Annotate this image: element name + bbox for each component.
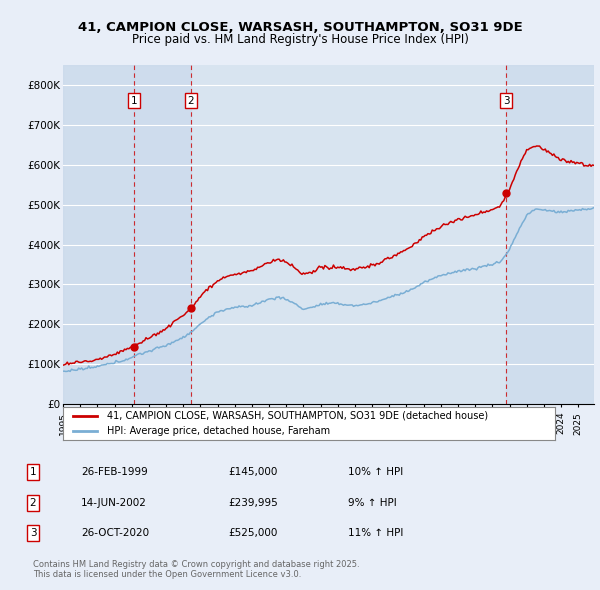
Text: 2: 2 xyxy=(29,498,37,507)
Text: Price paid vs. HM Land Registry's House Price Index (HPI): Price paid vs. HM Land Registry's House … xyxy=(131,33,469,46)
Text: 10% ↑ HPI: 10% ↑ HPI xyxy=(348,467,403,477)
Text: 11% ↑ HPI: 11% ↑ HPI xyxy=(348,529,403,538)
Text: 2: 2 xyxy=(188,96,194,106)
Text: 3: 3 xyxy=(29,529,37,538)
Bar xyxy=(63,65,134,404)
Text: £239,995: £239,995 xyxy=(228,498,278,507)
Text: 26-OCT-2020: 26-OCT-2020 xyxy=(81,529,149,538)
Text: 3: 3 xyxy=(503,96,510,106)
Text: 41, CAMPION CLOSE, WARSASH, SOUTHAMPTON, SO31 9DE: 41, CAMPION CLOSE, WARSASH, SOUTHAMPTON,… xyxy=(77,21,523,34)
Text: 1: 1 xyxy=(131,96,137,106)
Bar xyxy=(506,65,594,404)
Text: 26-FEB-1999: 26-FEB-1999 xyxy=(81,467,148,477)
Text: 14-JUN-2002: 14-JUN-2002 xyxy=(81,498,147,507)
Text: HPI: Average price, detached house, Fareham: HPI: Average price, detached house, Fare… xyxy=(107,426,331,436)
Text: 9% ↑ HPI: 9% ↑ HPI xyxy=(348,498,397,507)
Text: £145,000: £145,000 xyxy=(228,467,277,477)
Text: £525,000: £525,000 xyxy=(228,529,277,538)
Text: 1: 1 xyxy=(29,467,37,477)
Text: Contains HM Land Registry data © Crown copyright and database right 2025.
This d: Contains HM Land Registry data © Crown c… xyxy=(33,560,359,579)
Bar xyxy=(134,65,191,404)
Text: 41, CAMPION CLOSE, WARSASH, SOUTHAMPTON, SO31 9DE (detached house): 41, CAMPION CLOSE, WARSASH, SOUTHAMPTON,… xyxy=(107,411,488,421)
